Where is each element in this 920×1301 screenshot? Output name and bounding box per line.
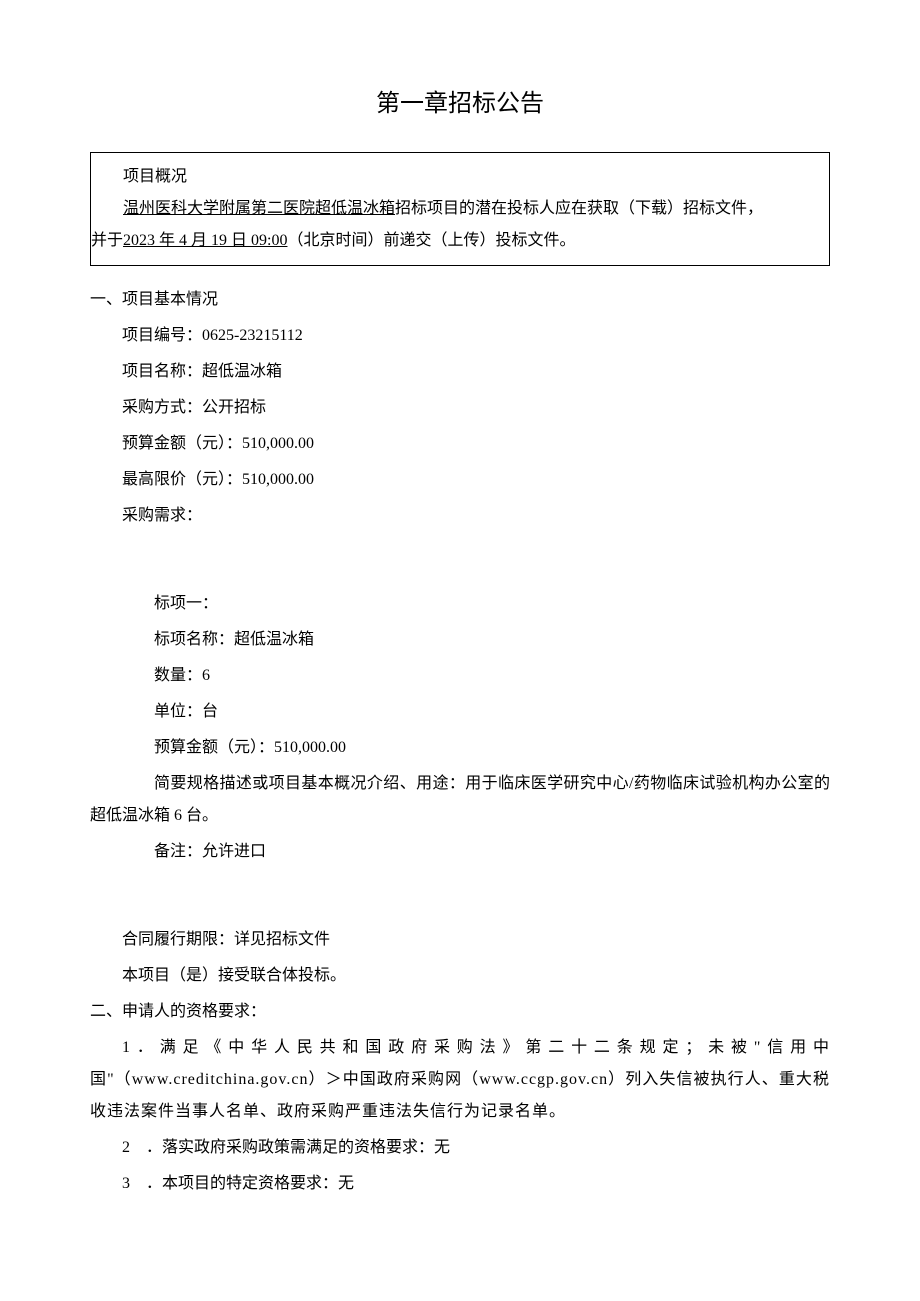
- project-name-line: 项目名称：超低温冰箱: [90, 356, 830, 388]
- lot-name-line: 标项名称：超低温冰箱: [90, 624, 830, 656]
- demand-label-line: 采购需求：: [90, 500, 830, 532]
- project-name-label: 项目名称：: [122, 363, 202, 380]
- budget-value: 510,000.00: [242, 435, 314, 452]
- lot-remark-value: 允许进口: [202, 843, 266, 860]
- budget-label: 预算金额（元）：: [122, 435, 242, 452]
- method-line: 采购方式：公开招标: [90, 392, 830, 424]
- page-title: 第一章招标公告: [90, 80, 830, 128]
- project-no-label: 项目编号：: [122, 327, 202, 344]
- lot-unit-value: 台: [202, 703, 218, 720]
- lot-name-value: 超低温冰箱: [234, 631, 314, 648]
- lot-budget-label: 预算金额（元）：: [154, 739, 274, 756]
- overview-line2-rest: （北京时间）前递交（上传）投标文件。: [287, 232, 575, 249]
- method-value: 公开招标: [202, 399, 266, 416]
- lot-name-label: 标项名称：: [154, 631, 234, 648]
- overview-box: 项目概况 温州医科大学附属第二医院超低温冰箱招标项目的潜在投标人应在获取（下载）…: [90, 152, 830, 266]
- overview-line2: 并于2023 年 4 月 19 日 09:00（北京时间）前递交（上传）投标文件…: [91, 225, 829, 257]
- overview-deadline-underline: 2023 年 4 月 19 日 09:00: [123, 232, 287, 249]
- contract-line: 合同履行期限：详见招标文件: [90, 924, 830, 956]
- overview-project-underline: 温州医科大学附属第二医院超低温冰箱: [123, 200, 395, 217]
- lot-qty-line: 数量：6: [90, 660, 830, 692]
- overview-line2-prefix: 并于: [91, 232, 123, 249]
- project-no-line: 项目编号：0625-23215112: [90, 320, 830, 352]
- overview-heading: 项目概况: [91, 161, 829, 193]
- lot-desc: 简要规格描述或项目基本概况介绍、用途：用于临床医学研究中心/药物临床试验机构办公…: [90, 768, 830, 832]
- req-item-2: 2 ．落实政府采购政策需满足的资格要求：无: [90, 1132, 830, 1164]
- project-name-value: 超低温冰箱: [202, 363, 282, 380]
- lot-heading: 标项一：: [90, 588, 830, 620]
- req-item-3-num: 3: [122, 1175, 130, 1192]
- overview-line1: 温州医科大学附属第二医院超低温冰箱招标项目的潜在投标人应在获取（下载）招标文件，: [91, 193, 829, 225]
- lot-unit-label: 单位：: [154, 703, 202, 720]
- lot-budget-value: 510,000.00: [274, 739, 346, 756]
- max-line: 最高限价（元）：510,000.00: [90, 464, 830, 496]
- lot-remark-line: 备注：允许进口: [90, 836, 830, 868]
- max-value: 510,000.00: [242, 471, 314, 488]
- lot-remark-label: 备注：: [154, 843, 202, 860]
- contract-label: 合同履行期限：: [122, 931, 234, 948]
- section2-heading: 二、申请人的资格要求：: [90, 996, 830, 1028]
- consortium-line: 本项目（是）接受联合体投标。: [90, 960, 830, 992]
- section1-heading: 一、项目基本情况: [90, 284, 830, 316]
- lot-qty-label: 数量：: [154, 667, 202, 684]
- max-label: 最高限价（元）：: [122, 471, 242, 488]
- req-item-2-text: ．落实政府采购政策需满足的资格要求：无: [146, 1139, 450, 1156]
- req-item-1: 1．满足《中华人民共和国政府采购法》第二十二条规定；未被"信用中国"（www.c…: [90, 1032, 830, 1128]
- lot-unit-line: 单位：台: [90, 696, 830, 728]
- project-no-value: 0625-23215112: [202, 327, 303, 344]
- req-item-2-num: 2: [122, 1139, 130, 1156]
- lot-qty-value: 6: [202, 667, 210, 684]
- lot-budget-line: 预算金额（元）：510,000.00: [90, 732, 830, 764]
- req-item-3-text: ．本项目的特定资格要求：无: [146, 1175, 354, 1192]
- contract-value: 详见招标文件: [234, 931, 330, 948]
- method-label: 采购方式：: [122, 399, 202, 416]
- overview-line1-rest: 招标项目的潜在投标人应在获取（下载）招标文件，: [395, 200, 763, 217]
- req-item-3: 3 ．本项目的特定资格要求：无: [90, 1168, 830, 1200]
- budget-line: 预算金额（元）：510,000.00: [90, 428, 830, 460]
